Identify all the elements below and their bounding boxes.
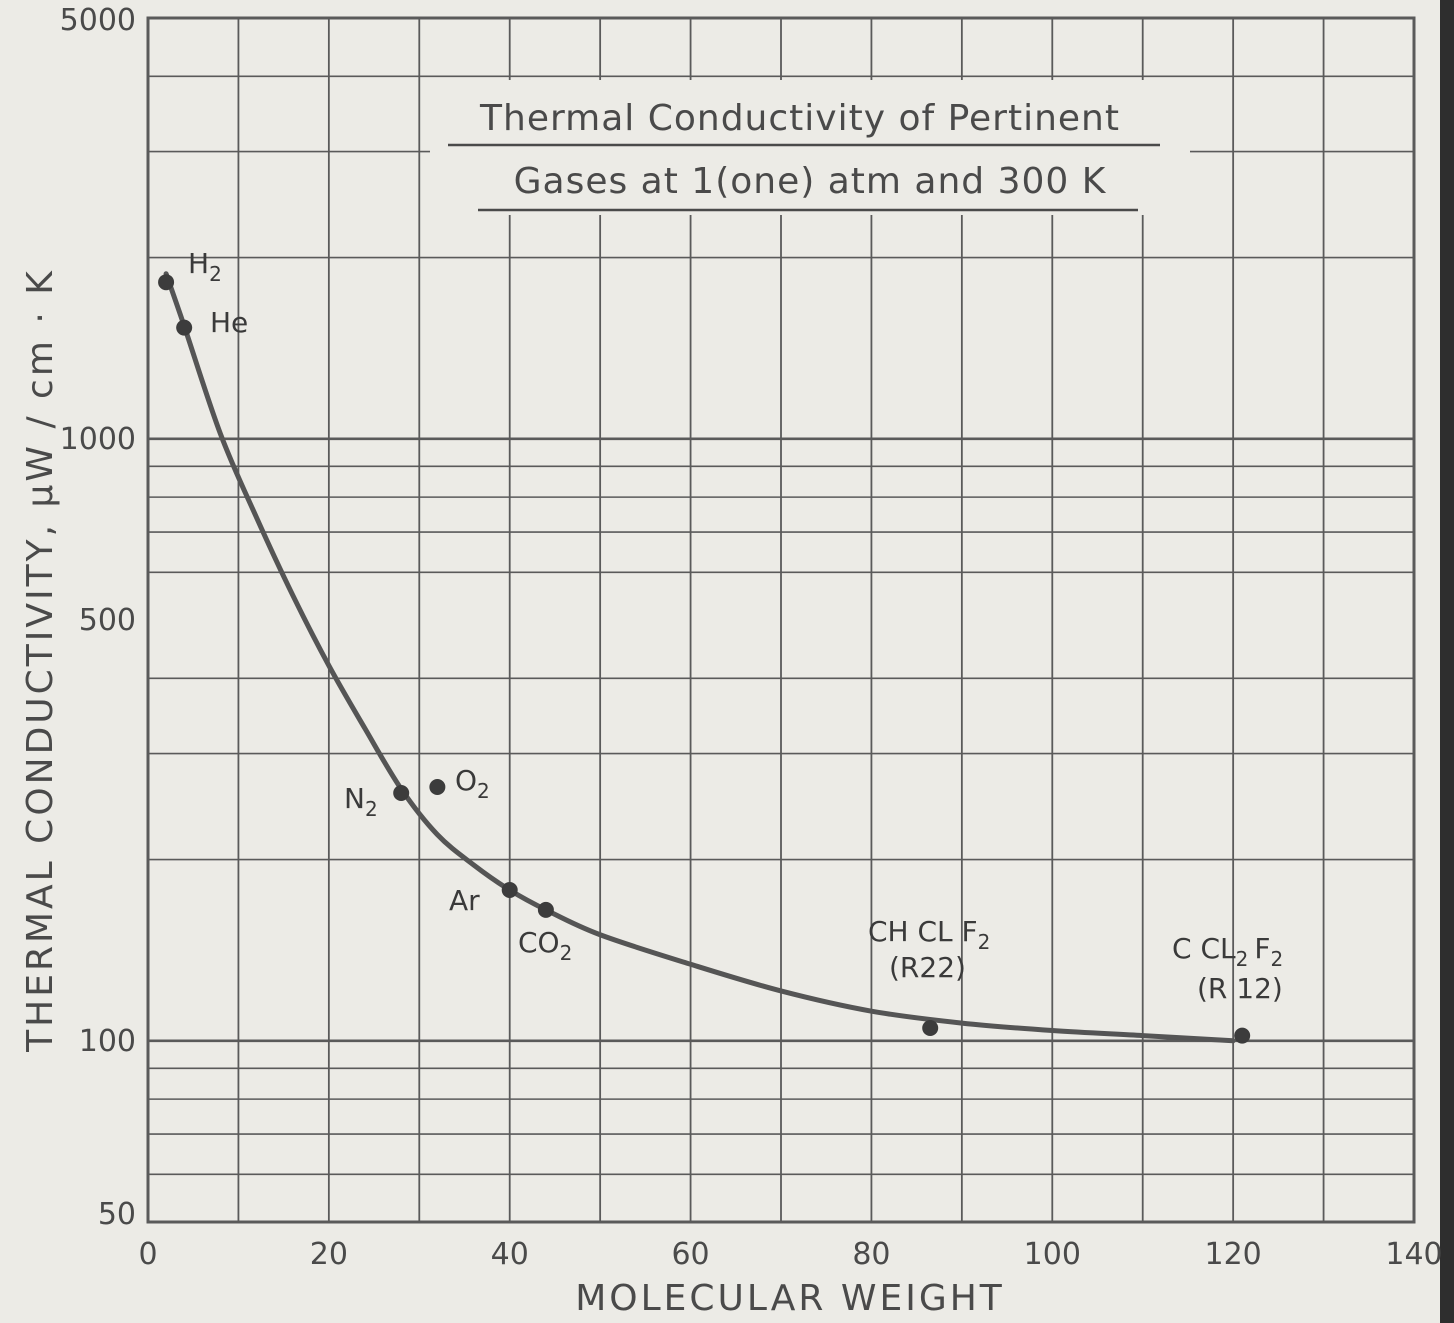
- data-point-5: [537, 901, 554, 918]
- label-he: He: [210, 306, 248, 339]
- x-tick-label: 140: [1385, 1237, 1442, 1272]
- y-tick-label: 1000: [60, 422, 136, 457]
- data-point-6: [922, 1020, 939, 1037]
- x-axis-label: MOLECULAR WEIGHT: [575, 1278, 1005, 1319]
- label-r22-formula: CH CL F2: [868, 915, 990, 954]
- label-r12-main2: F: [1254, 932, 1270, 965]
- fit-curve: [163, 271, 1236, 1044]
- label-n2-sub: 2: [365, 797, 378, 821]
- data-point-2: [393, 784, 410, 801]
- y-axis-label: THERMAL CONDUCTIVITY, μW / cm · K: [20, 268, 61, 1053]
- data-points: [158, 274, 1251, 1044]
- x-tick-label: 60: [671, 1237, 709, 1272]
- x-tick-label: 40: [491, 1237, 529, 1272]
- data-point-4: [501, 882, 518, 899]
- label-co2: CO2: [518, 926, 572, 965]
- data-point-0: [158, 274, 175, 291]
- right-edge-strip: [1440, 0, 1454, 1323]
- data-point-3: [429, 778, 446, 795]
- x-tick-label: 80: [852, 1237, 890, 1272]
- x-tick-label: 0: [138, 1237, 157, 1272]
- chart-subtitle: Gases at 1(one) atm and 300 K: [514, 161, 1107, 202]
- label-r22-sub: 2: [978, 930, 991, 954]
- label-o2-main: O: [455, 764, 477, 797]
- chart-title: Thermal Conductivity of Pertinent: [479, 98, 1120, 139]
- x-tick-label: 100: [1024, 1237, 1081, 1272]
- label-r22-name: (R22): [889, 951, 966, 984]
- label-ar: Ar: [449, 884, 480, 917]
- label-r12-sub2: 2: [1270, 947, 1283, 971]
- y-tick-label: 5000: [60, 3, 136, 38]
- x-tick-label: 120: [1205, 1237, 1262, 1272]
- tick-labels: 0 20 40 60 80 100 120 140 50 100 500 1000 5000: [60, 3, 1443, 1272]
- title-backdrop: [430, 80, 1190, 215]
- label-o2-sub: 2: [477, 779, 490, 803]
- plot-frame: [146, 16, 1416, 1224]
- label-co2-main: CO: [518, 926, 560, 959]
- label-o2: O2: [455, 764, 490, 803]
- y-tick-label: 500: [79, 603, 136, 638]
- y-tick-label: 50: [98, 1197, 136, 1232]
- y-tick-label: 100: [79, 1024, 136, 1059]
- label-r12-sub1: 2: [1236, 947, 1249, 971]
- x-tick-label: 20: [310, 1237, 348, 1272]
- label-h2: H2: [188, 247, 222, 286]
- label-h2-main: H: [188, 247, 209, 280]
- data-point-1: [176, 319, 193, 336]
- label-h2-sub: 2: [209, 262, 222, 286]
- data-point-7: [1234, 1027, 1251, 1044]
- point-labels: H2 He N2 O2 Ar CO2 CH CL F2 (R22) C CL2 F…: [188, 247, 1283, 1005]
- grid: [146, 16, 1416, 1224]
- label-r22-main: CH CL F: [868, 915, 978, 948]
- label-co2-sub: 2: [560, 941, 573, 965]
- label-r12-main1: C CL: [1172, 932, 1236, 965]
- label-r12-formula: C CL2 F2: [1172, 932, 1283, 971]
- label-r12-name: (R 12): [1197, 972, 1283, 1005]
- label-n2-main: N: [344, 782, 365, 815]
- label-n2: N2: [344, 782, 378, 821]
